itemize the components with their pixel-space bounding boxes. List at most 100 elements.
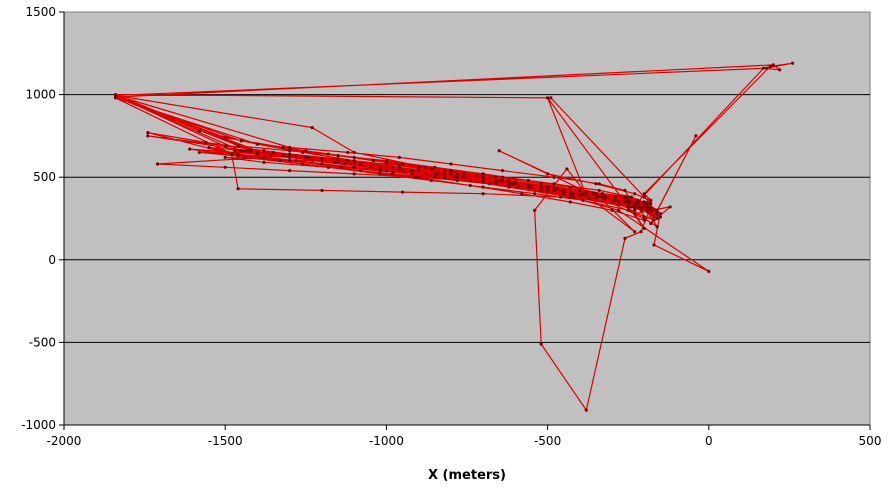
data-point [310,159,314,163]
data-point [452,175,456,179]
data-point [633,230,637,234]
data-point [146,134,150,138]
data-point [462,172,466,176]
x-tick-label: -500 [534,434,561,448]
data-point [346,150,350,155]
data-point [613,198,617,202]
data-point [610,200,614,204]
data-point [549,96,553,100]
data-point [546,185,550,189]
data-point [336,157,340,161]
data-point [526,185,530,189]
data-point [378,167,382,171]
y-tick-label: -1000 [21,418,56,432]
data-point [529,185,534,189]
data-point [352,165,356,169]
y-tick-label: 1000 [25,88,56,102]
data-point [242,155,247,159]
data-point [146,130,150,135]
data-point [455,178,459,183]
data-point [597,188,601,193]
data-point [652,218,656,222]
data-point [336,154,340,158]
data-point [587,197,592,201]
data-point [400,162,405,166]
data-point [368,164,372,168]
y-tick-label: 500 [33,170,56,184]
data-point [449,168,453,173]
x-tick-label: -1500 [208,434,243,448]
data-point [629,200,634,204]
data-point [236,152,240,156]
data-point [626,198,630,202]
data-point [539,342,543,346]
data-point [633,208,637,212]
data-point [442,175,447,179]
data-point [771,63,775,67]
data-point [262,149,266,153]
y-tick-label: -500 [29,335,56,349]
data-point [239,139,243,143]
data-point [633,192,637,196]
data-point [233,149,237,153]
data-point [633,211,637,216]
data-point [642,200,646,204]
data-point [333,160,337,164]
data-point [304,155,308,159]
data-point [642,216,646,221]
data-point [584,408,588,412]
data-point [623,198,627,202]
data-point [584,193,588,197]
x-tick-label: -1000 [369,434,404,448]
data-point [417,165,421,169]
data-point [223,135,227,140]
data-point [423,165,427,169]
data-point [539,182,543,186]
data-point [481,178,485,183]
data-point [320,188,324,193]
data-point [352,172,356,176]
data-point [642,205,646,209]
data-point [626,205,630,209]
data-point [546,96,550,100]
data-point [626,202,630,206]
data-point [594,182,598,186]
data-point [300,162,305,166]
data-point [649,202,653,206]
data-point [429,178,434,183]
data-point [475,173,479,178]
x-axis-title: X (meters) [428,468,506,483]
data-point [391,172,395,176]
data-point [652,243,656,247]
data-point [449,172,453,176]
data-point [481,192,485,196]
data-point [494,182,498,186]
data-point [649,205,653,209]
data-point [623,188,627,193]
data-point [507,185,511,189]
data-point [520,192,524,196]
data-point [455,175,459,179]
data-point [655,225,659,229]
data-point [539,188,543,193]
data-point [262,155,266,159]
data-point [568,192,572,196]
data-point [649,210,653,214]
data-point [568,200,572,204]
data-point [268,154,272,158]
data-point [649,221,653,226]
data-point [597,195,601,199]
data-point [768,64,772,69]
data-point [326,165,330,169]
data-point [597,182,601,186]
data-point [294,159,298,163]
data-point [468,183,472,188]
data-point [568,195,572,199]
data-point [197,150,202,155]
data-point [352,150,356,155]
data-point [539,185,543,189]
data-point [652,208,656,212]
data-point [565,167,569,171]
data-point [639,205,643,209]
data-point [288,152,292,156]
